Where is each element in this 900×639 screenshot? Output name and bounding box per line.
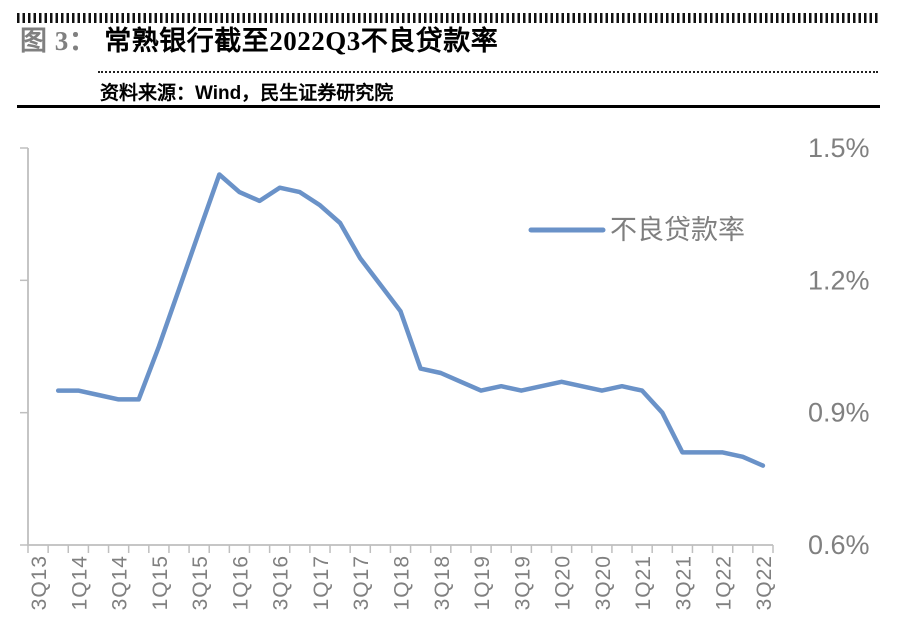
figure-number-label: 图 3：: [20, 26, 97, 56]
x-axis-label: 1Q20: [552, 555, 575, 610]
x-axis-label: 3Q13: [28, 555, 51, 610]
x-axis-label: 3Q19: [511, 555, 534, 610]
top-hatch-border: [17, 13, 880, 23]
legend-label: 不良贷款率: [610, 215, 745, 245]
source-note: 资料来源：Wind，民生证券研究院: [100, 83, 394, 104]
x-axis-label: 3Q17: [350, 555, 373, 610]
y-axis-label: 1.2%: [808, 265, 870, 295]
x-axis-label: 1Q17: [310, 555, 333, 610]
x-axis-label: 3Q16: [270, 555, 293, 610]
y-axis-label: 0.9%: [808, 398, 870, 428]
x-axis-label: 3Q14: [109, 555, 132, 610]
x-axis-label: 1Q22: [713, 555, 736, 610]
x-axis-label: 1Q21: [632, 555, 655, 610]
x-axis-label: 3Q21: [672, 555, 695, 610]
x-axis-label: 3Q15: [189, 555, 212, 610]
x-axis-label: 1Q16: [229, 555, 252, 610]
npl-ratio-series-line: [55, 172, 766, 468]
x-axis-label: 1Q19: [471, 555, 494, 610]
x-axis-label: 1Q15: [149, 555, 172, 610]
x-axis-label: 1Q14: [68, 555, 91, 610]
figure-title-row: 图 3： 常熟银行截至2022Q3不良贷款率: [20, 24, 880, 60]
axis-lines: [27, 148, 773, 546]
y-axis-label: 1.5%: [808, 133, 870, 163]
solid-divider: [17, 105, 880, 108]
x-axis-label: 3Q18: [431, 555, 454, 610]
x-axis-label: 3Q22: [753, 555, 776, 610]
npl-ratio-line-chart: 1.5% 1.2% 0.9% 0.6% 3Q13 1Q14 3Q14 1Q15 3Q15 1Q16…: [20, 133, 870, 610]
dotted-divider: [98, 71, 878, 73]
y-axis-label: 0.6%: [808, 530, 870, 560]
figure-title: 常熟银行截至2022Q3不良贷款率: [104, 26, 499, 56]
x-axis-label: 1Q18: [391, 555, 414, 610]
x-axis-label: 3Q20: [592, 555, 615, 610]
